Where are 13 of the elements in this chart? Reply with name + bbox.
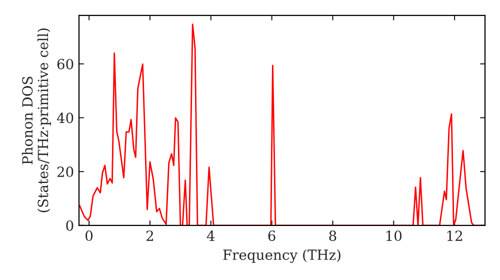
x-tick-label: 6	[268, 230, 276, 242]
x-tick-label: 12	[447, 230, 462, 241]
y-axis-title: Phonon DOS (States/THz·primitive cell)	[22, 28, 51, 212]
x-axis-title: Frequency (THz)	[223, 249, 340, 263]
x-tick-label: 2	[146, 230, 154, 241]
y-tick-label: 20	[57, 166, 74, 178]
x-tick-label: 0	[86, 230, 93, 242]
y-tick-label: 0	[66, 220, 74, 231]
x-tick-label: 4	[206, 230, 215, 241]
y-tick-label: 40	[56, 112, 74, 124]
y-tick-label: 60	[57, 58, 74, 70]
x-tick-label: 8	[329, 230, 336, 242]
x-tick-label: 10	[386, 230, 402, 242]
